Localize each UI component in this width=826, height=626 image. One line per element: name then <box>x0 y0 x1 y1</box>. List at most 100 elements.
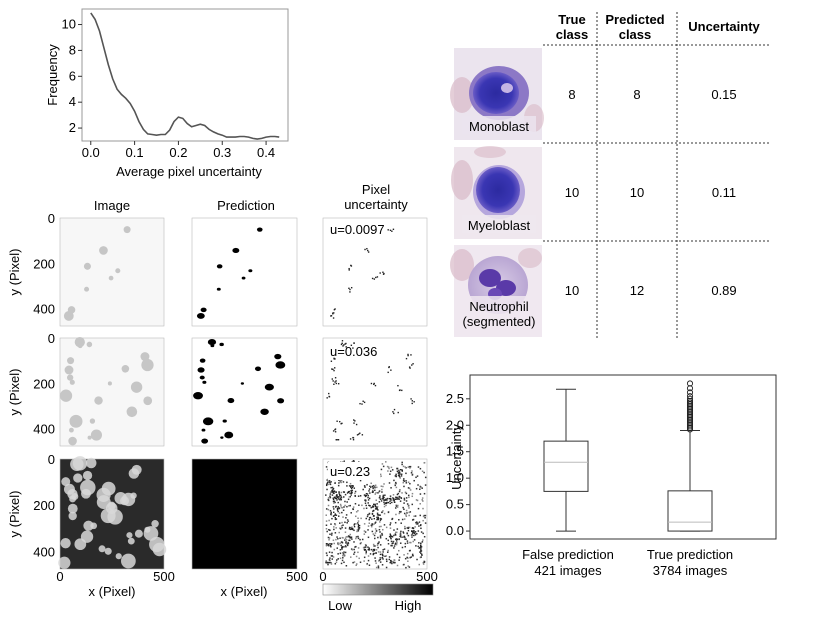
uncertainty-speck <box>329 493 332 495</box>
cell-blob <box>127 537 135 545</box>
uncertainty-speck <box>339 499 341 501</box>
uncertainty-speck <box>352 437 355 439</box>
predicted-blob <box>201 428 206 432</box>
uncertainty-speck <box>349 288 351 291</box>
uncertainty-speck <box>354 495 357 497</box>
uncertainty-speck <box>404 538 406 540</box>
uncertainty-speck <box>371 485 374 488</box>
uncertainty-speck <box>371 518 373 520</box>
uncertainty-colorbar <box>322 583 434 596</box>
uncertainty-speck <box>398 474 401 477</box>
uncertainty-speck <box>378 528 381 531</box>
uncertainty-speck <box>340 544 342 547</box>
predicted-blob <box>207 339 217 346</box>
uncertainty-speck <box>335 505 337 508</box>
uncertainty-speck <box>390 561 392 564</box>
uncertainty-speck <box>408 511 410 514</box>
uncertainty-speck <box>333 502 335 504</box>
uncertainty-speck <box>405 497 408 499</box>
uncertainty-speck <box>357 535 359 538</box>
uncertainty-speck <box>369 505 371 507</box>
uncertainty-speck <box>340 497 342 499</box>
uncertainty-speck <box>404 525 406 528</box>
uncertainty-speck <box>389 502 391 505</box>
uncertainty-speck <box>352 508 354 510</box>
uncertainty-speck <box>334 563 337 565</box>
uncertainty-speck <box>342 524 344 526</box>
uncertainty-speck <box>357 530 360 532</box>
uncertainty-speck <box>368 488 371 490</box>
uncertainty-speck <box>401 546 404 549</box>
uncertainty-speck <box>342 481 345 483</box>
uncertainty-speck <box>377 516 380 519</box>
uncertainty-speck <box>398 490 401 493</box>
uncertainty-speck <box>423 462 426 464</box>
uncertainty-speck <box>389 500 391 503</box>
uncertainty-speck <box>348 539 350 542</box>
uncertainty-speck <box>345 565 348 567</box>
uncertainty-speck <box>366 493 369 495</box>
uncertainty-speck <box>329 483 331 485</box>
uncertainty-speck <box>417 484 419 486</box>
uncertainty-speck <box>379 498 382 501</box>
uncertainty-speck <box>327 498 329 501</box>
uncertainty-speck <box>413 539 416 541</box>
uncertainty-speck <box>391 560 394 563</box>
predicted-blob <box>199 375 205 380</box>
freq-ytick-label: 10 <box>62 17 76 32</box>
uncertainty-speck <box>370 548 373 551</box>
uncertainty-speck <box>348 505 350 507</box>
uncertainty-speck <box>374 532 377 534</box>
uncertainty-speck <box>396 498 398 500</box>
uncertainty-speck <box>413 532 415 534</box>
header-uncertainty: Uncertainty <box>688 19 760 34</box>
uncertainty-speck <box>395 538 397 541</box>
uncertainty-speck <box>386 465 389 468</box>
uncertainty-speck <box>377 565 380 567</box>
uncertainty-speck <box>408 465 411 468</box>
box-iqr <box>667 490 713 532</box>
uncertainty-speck <box>332 498 335 501</box>
uncertainty-speck <box>396 528 399 530</box>
uncertainty-speck <box>382 485 384 488</box>
uncertainty-speck <box>333 508 335 510</box>
uncertainty-speck <box>407 494 410 497</box>
uncertainty-speck <box>327 536 330 539</box>
uncertainty-speck <box>328 479 331 481</box>
uncertainty-speck <box>350 344 353 347</box>
uncertainty-speck <box>337 542 339 544</box>
uncertainty-row2: 0.11 <box>712 185 736 200</box>
uncertainty-speck <box>350 490 352 492</box>
uncertainty-speck <box>363 546 366 549</box>
uncertainty-speck <box>404 545 407 548</box>
uncertainty-speck <box>414 515 417 517</box>
uncertainty-speck <box>403 554 405 556</box>
uncertainty-speck <box>325 528 328 530</box>
uncertainty-speck <box>379 531 381 533</box>
uncertainty-speck <box>372 484 375 487</box>
uncertainty-speck <box>379 534 382 537</box>
uncertainty-speck <box>336 508 339 510</box>
uncertainty-speck <box>351 549 354 551</box>
uncertainty-speck <box>394 481 397 484</box>
frequency-y-axis-label: Frequency <box>45 44 60 106</box>
uncertainty-speck <box>374 560 377 562</box>
uncertainty-speck <box>340 481 342 484</box>
uncertainty-speck <box>345 545 347 548</box>
uncertainty-speck <box>383 501 385 503</box>
uncertainty-speck <box>334 358 336 360</box>
uncertainty-speck <box>365 494 368 497</box>
uncertainty-speck <box>373 382 375 385</box>
uncertainty-speck <box>363 523 366 525</box>
uncertainty-speck <box>413 530 415 532</box>
cell-blob <box>58 556 71 569</box>
uncertainty-speck <box>407 481 410 484</box>
cell-blob <box>80 530 94 543</box>
y-axis-label-row1: y (Pixel) <box>7 249 22 296</box>
uncertainty-speck <box>387 543 390 545</box>
uncertainty-speck <box>383 503 386 505</box>
uncertainty-speck <box>394 507 397 509</box>
uncertainty-speck <box>340 562 343 565</box>
uncertainty-speck <box>367 513 369 516</box>
uncertainty-speck <box>353 523 356 525</box>
